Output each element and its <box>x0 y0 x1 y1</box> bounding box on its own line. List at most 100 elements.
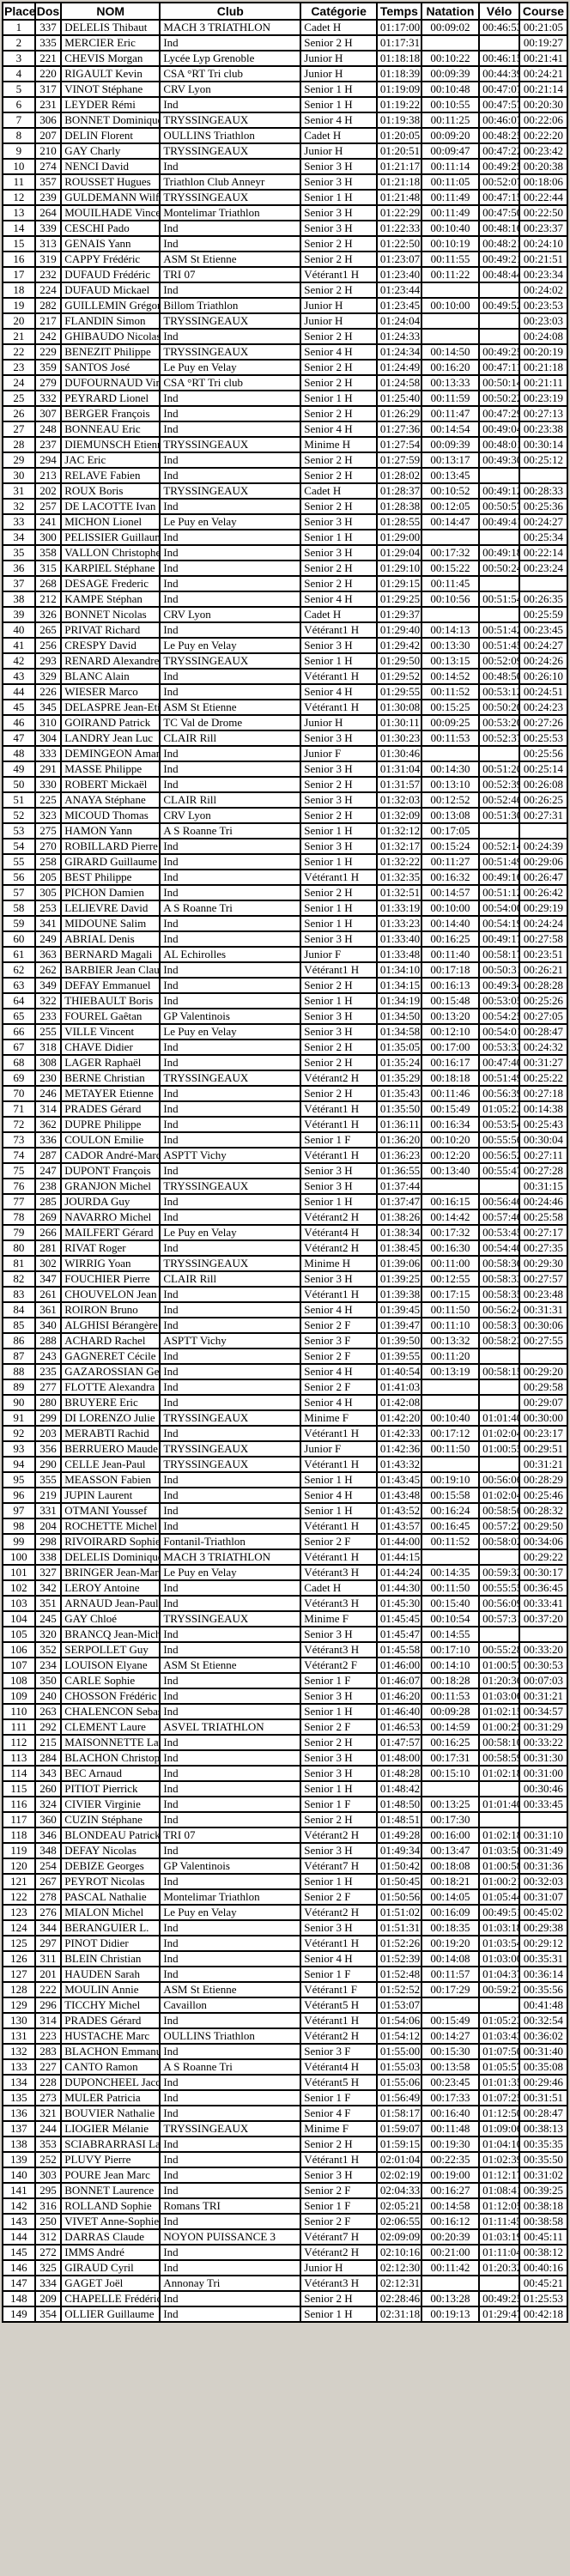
cell-temps: 01:44:15 <box>375 1549 422 1566</box>
cell-categorie: Senior 2 H <box>300 1039 378 1056</box>
cell-natation: 00:13:17 <box>420 452 481 469</box>
cell-nom: DELELIS Dominique <box>60 1549 161 1566</box>
cell-club: Ind <box>159 1471 302 1488</box>
cell-velo: 00:57:22 <box>478 1518 520 1535</box>
cell-course: 00:29:19 <box>518 900 569 917</box>
cell-course: 00:23:48 <box>518 1286 569 1303</box>
table-row: 109 240 CHOSSON Frédéric Ind Senior 3 H 01:46… <box>2 1688 569 1705</box>
cell-club: Montelimar Triathlon <box>159 204 302 221</box>
cell-nom: OTMANI Youssef <box>60 1502 161 1519</box>
cell-categorie: Senior 2 F <box>300 1718 378 1736</box>
cell-nom: CELLE Jean-Paul <box>60 1456 161 1473</box>
cell-dos: 294 <box>33 452 63 469</box>
cell-categorie: Junior H <box>300 2259 378 2276</box>
cell-natation: 00:21:00 <box>420 2244 481 2261</box>
cell-club: Ind <box>159 96 302 113</box>
table-row: 61 363 BERNARD Magali AL Echirolles Junior F… <box>2 946 569 963</box>
cell-nom: KARPIEL Stéphane <box>60 560 161 577</box>
cell-nom: MEASSON Fabien <box>60 1471 161 1488</box>
cell-temps: 01:19:22 <box>375 96 422 113</box>
cell-dos: 339 <box>33 220 63 237</box>
cell-temps: 01:40:54 <box>375 1363 422 1380</box>
cell-dos: 246 <box>33 1085 63 1102</box>
cell-velo: 00:52:07 <box>478 173 520 191</box>
cell-temps: 02:05:21 <box>375 2197 422 2215</box>
cell-course: 00:28:29 <box>518 1471 569 1488</box>
cell-course: 00:27:57 <box>518 1270 569 1288</box>
cell-course: 00:35:08 <box>518 2058 569 2076</box>
cell-course: 00:23:17 <box>518 1425 569 1442</box>
cell-temps: 01:30:46 <box>375 745 422 762</box>
cell-natation: 00:16:25 <box>420 1734 481 1751</box>
cell-dos: 329 <box>33 668 63 685</box>
cell-dos: 310 <box>33 714 63 731</box>
cell-velo: 01:00:58 <box>478 1858 520 1875</box>
cell-dos: 281 <box>33 1240 63 1257</box>
cell-club: Ind <box>159 2259 302 2276</box>
cell-velo: 01:00:55 <box>478 1440 520 1458</box>
cell-course: 00:22:06 <box>518 112 569 129</box>
table-row: 95 355 MEASSON Fabien Ind Senior 1 H 01:43:45… <box>2 1471 569 1488</box>
cell-temps: 01:47:57 <box>375 1734 422 1751</box>
cell-place: 93 <box>2 1440 36 1458</box>
cell-velo: 00:58:31 <box>478 1317 520 1334</box>
cell-nom: ROUX Boris <box>60 482 161 500</box>
cell-place: 137 <box>2 2120 36 2137</box>
cell-club: Ind <box>159 1672 302 1689</box>
cell-temps: 01:33:19 <box>375 900 422 917</box>
cell-nom: CUZIN Stéphane <box>60 1811 161 1828</box>
cell-dos: 235 <box>33 1363 63 1380</box>
table-row: 52 323 MICOUD Thomas CRV Lyon Senior 2 H 01:3… <box>2 807 569 824</box>
cell-natation: 00:14:05 <box>420 1888 481 1906</box>
cell-place: 37 <box>2 575 36 592</box>
table-row: 75 247 DUPONT François Ind Senior 3 H 01:36:5… <box>2 1162 569 1179</box>
cell-nom: CANTO Ramon <box>60 2058 161 2076</box>
cell-temps: 01:24:34 <box>375 343 422 361</box>
cell-natation: 00:16:32 <box>420 869 481 886</box>
cell-temps: 01:24:49 <box>375 359 422 376</box>
cell-natation: 00:19:30 <box>420 2136 481 2153</box>
cell-course: 00:23:51 <box>518 946 569 963</box>
cell-categorie: Senior 2 H <box>300 235 378 252</box>
cell-categorie: Vétérant3 H <box>300 1564 378 1581</box>
cell-course: 00:27:55 <box>518 1332 569 1349</box>
cell-natation: 00:13:25 <box>420 1796 481 1813</box>
cell-natation: 00:17:32 <box>420 1224 481 1241</box>
cell-natation: 00:17:00 <box>420 1039 481 1056</box>
cell-dos: 306 <box>33 112 63 129</box>
cell-temps: 01:43:45 <box>375 1471 422 1488</box>
cell-course: 00:36:14 <box>518 1966 569 1983</box>
table-row: 114 343 BEC Arnaud Ind Senior 3 H 01:48:28 00:… <box>2 1765 569 1782</box>
cell-course: 00:23:24 <box>518 560 569 577</box>
column-header-place: Place <box>2 2 36 21</box>
cell-nom: VILLE Vincent <box>60 1023 161 1040</box>
cell-nom: NAVARRO Michel <box>60 1209 161 1226</box>
cell-categorie: Vétérant1 H <box>300 668 378 685</box>
cell-course: 00:27:17 <box>518 1224 569 1241</box>
cell-velo: 00:47:15 <box>478 189 520 206</box>
cell-natation: 00:15:49 <box>420 1100 481 1118</box>
cell-velo <box>478 1626 520 1643</box>
cell-club: AL Echirolles <box>159 946 302 963</box>
cell-velo: 00:51:54 <box>478 591 520 608</box>
cell-nom: GAGET Joël <box>60 2275 161 2292</box>
cell-dos: 237 <box>33 436 63 453</box>
cell-velo <box>478 1178 520 1195</box>
cell-temps: 01:33:48 <box>375 946 422 963</box>
cell-categorie: Senior 1 H <box>300 1703 378 1720</box>
cell-temps: 01:28:37 <box>375 482 422 500</box>
cell-natation: 00:22:35 <box>420 2151 481 2168</box>
cell-velo: 00:59:27 <box>478 1981 520 1998</box>
cell-nom: DELIN Florent <box>60 127 161 144</box>
cell-categorie: Senior 2 H <box>300 807 378 824</box>
cell-natation: 00:16:12 <box>420 2213 481 2230</box>
cell-place: 22 <box>2 343 36 361</box>
cell-categorie: Senior 1 H <box>300 1502 378 1519</box>
cell-natation: 00:10:56 <box>420 591 481 608</box>
cell-club: Le Puy en Velay <box>159 637 302 654</box>
cell-natation: 00:11:14 <box>420 158 481 175</box>
cell-course: 00:31:15 <box>518 1178 569 1195</box>
cell-nom: BLONDEAU Patrick <box>60 1827 161 1844</box>
cell-natation: 00:13:47 <box>420 1842 481 1859</box>
